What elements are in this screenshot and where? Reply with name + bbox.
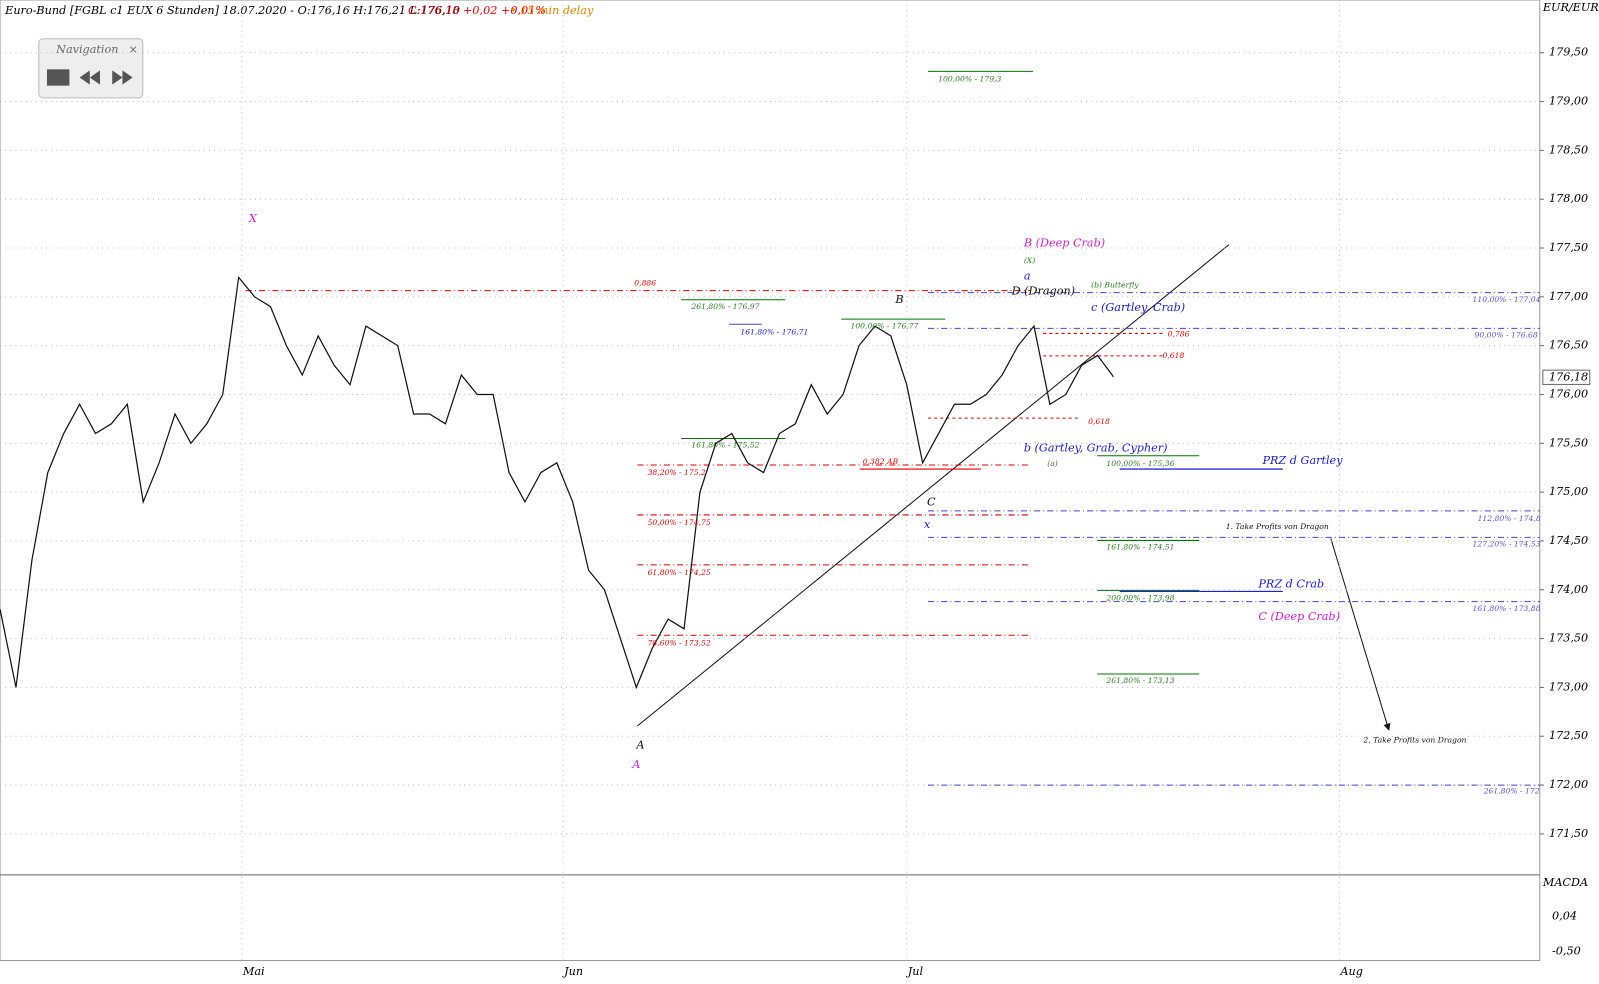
annotation: 38,20% - 175,2 — [648, 468, 706, 477]
annotation: 90,00% - 176,68 — [1475, 330, 1538, 339]
arrow — [1330, 538, 1391, 731]
y-tick-label: 175,50 — [1549, 436, 1588, 449]
annotation: 61,80% - 174,25 — [648, 568, 711, 577]
annotation: 100,00% - 179,3 — [938, 75, 1001, 84]
annotation: B — [894, 293, 903, 306]
annotation: (b) Butterfly — [1091, 281, 1139, 290]
last-price-tag — [1542, 369, 1591, 385]
annotation: (a) — [1047, 459, 1058, 468]
y-tick-label: 174,50 — [1549, 534, 1588, 547]
macd-label: MACDA — [1542, 876, 1588, 889]
x-tick-label: Jun — [562, 965, 583, 978]
annotation: B (Deep Crab) — [1023, 237, 1105, 250]
chart-title: Euro-Bund [FGBL c1 EUX 6 Stunden] 18.07.… — [4, 4, 460, 17]
y-tick-label: 178,50 — [1549, 143, 1588, 156]
annotation: 161,80% - 174,51 — [1106, 543, 1174, 552]
annotation: 2. Take Profits von Dragon — [1362, 735, 1466, 744]
annotation: 112,80% - 174,8 — [1478, 514, 1541, 523]
annotation: 50,00% - 174,75 — [648, 518, 711, 527]
y-tick-label: 177,00 — [1549, 290, 1588, 303]
delay-note: • 15 min delay — [510, 4, 594, 17]
annotation: D (Dragon) — [1011, 285, 1075, 298]
last-price: 176,18 — [1549, 370, 1588, 383]
annotation: 0,618 — [1088, 417, 1110, 426]
macd-tick: -0,50 — [1552, 944, 1581, 957]
close-info: C:176,18 +0,02 +0,01% — [408, 4, 546, 17]
unit-label: EUR/EUR — [1542, 1, 1599, 14]
annotation: 161,80% - 175,52 — [691, 441, 759, 450]
annotation: 261,80% - 173,13 — [1105, 676, 1174, 685]
annotation: X — [248, 212, 258, 225]
frame — [0, 0, 1541, 962]
y-tick-label: 173,00 — [1549, 680, 1588, 693]
annotation: PRZ d Gartley — [1261, 454, 1343, 467]
annotation: 0,382 AB — [863, 457, 899, 466]
annotation: A — [631, 758, 640, 771]
annotation: 100,00% - 175,36 — [1106, 459, 1174, 468]
annotation: 161,80% - 176,71 — [740, 327, 808, 336]
annotation: PRZ d Crab — [1257, 577, 1324, 590]
annotation: c (Gartley, Crab) — [1091, 301, 1185, 314]
y-tick-label: 177,50 — [1549, 241, 1588, 254]
annotation: A — [635, 738, 644, 751]
y-tick-label: 171,50 — [1549, 827, 1588, 840]
annotation: b (Gartley, Grab, Cypher) — [1024, 442, 1168, 455]
nav-forward[interactable] — [112, 70, 133, 85]
annotation: C — [927, 496, 936, 509]
macd-tick: 0,04 — [1552, 910, 1577, 923]
nav-grid-button[interactable] — [46, 69, 70, 86]
annotation: 261,80% - 176,97 — [690, 302, 759, 311]
y-tick-label: 179,50 — [1549, 46, 1588, 59]
annotation: 0,618 — [1163, 351, 1185, 360]
y-tick-label: 176,50 — [1549, 339, 1588, 352]
annotation: a — [1024, 269, 1031, 282]
nav-title: Navigation — [55, 43, 118, 56]
annotation: 200,00% - 173,98 — [1105, 594, 1174, 603]
nav-close[interactable]: × — [129, 43, 138, 56]
annotation: 0,886 — [634, 278, 656, 287]
annotation: 0,786 — [1168, 329, 1190, 338]
y-tick-label: 174,00 — [1549, 583, 1588, 596]
annotation: 1. Take Profits von Dragon — [1226, 522, 1329, 531]
y-tick-label: 175,00 — [1549, 485, 1588, 498]
y-tick-label: 172,00 — [1549, 778, 1588, 791]
annotation: 261,80% - 172 — [1483, 786, 1540, 795]
y-tick-label: 178,00 — [1549, 192, 1588, 205]
navigation-box[interactable]: Navigation × — [38, 38, 144, 99]
price-line — [0, 275, 1114, 690]
y-tick-label: 179,00 — [1549, 95, 1588, 108]
annotation: 78,60% - 173,52 — [648, 638, 711, 647]
annotation: 100,00% - 176,77 — [850, 321, 918, 330]
x-tick-label: Jul — [906, 965, 924, 978]
y-tick-label: 172,50 — [1549, 729, 1588, 742]
annotation: C (Deep Crab) — [1258, 610, 1340, 623]
x-tick-label: Aug — [1339, 965, 1362, 978]
y-tick-label: 176,00 — [1549, 387, 1588, 400]
annotation: 161,80% - 173,88 — [1472, 604, 1540, 613]
trend-line — [637, 244, 1230, 727]
y-tick-label: 173,50 — [1549, 632, 1588, 645]
annotation: 127,20% - 174,53 — [1472, 540, 1540, 549]
x-tick-label: Mai — [242, 965, 265, 978]
annotation: 110,00% - 177,04 — [1472, 295, 1540, 304]
annotation: (X) — [1024, 256, 1035, 265]
annotation: x — [924, 518, 931, 531]
